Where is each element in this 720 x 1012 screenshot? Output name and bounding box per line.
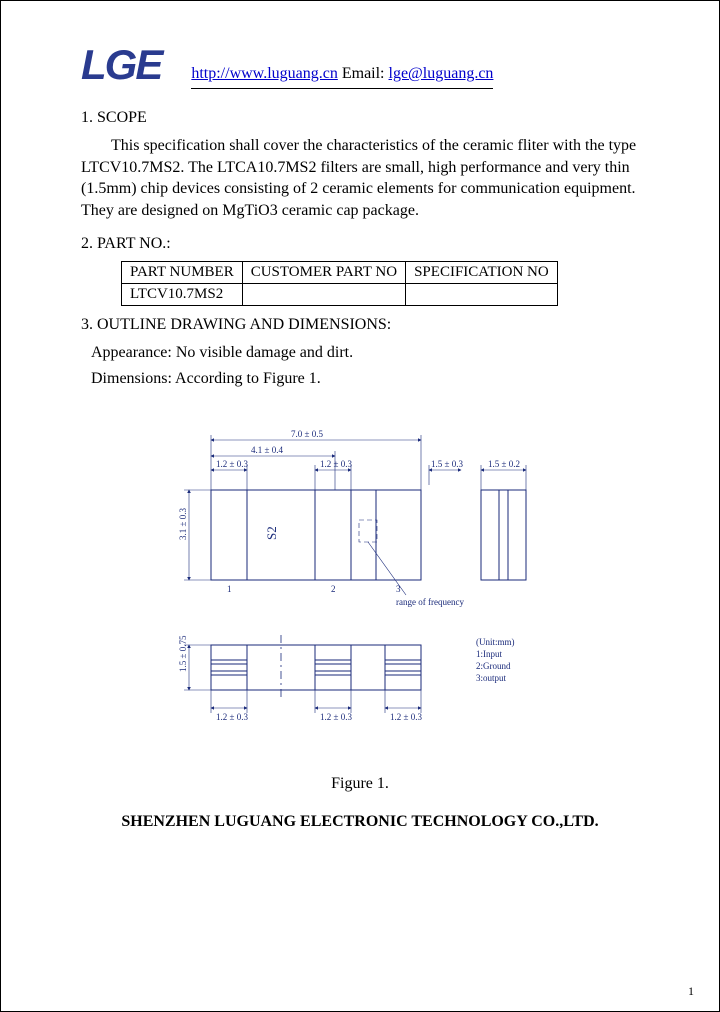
figure-caption: Figure 1. <box>61 775 659 793</box>
section-1-heading: 1. SCOPE <box>81 109 659 127</box>
footer-company: SHENZHEN LUGUANG ELECTRONIC TECHNOLOGY C… <box>61 813 659 831</box>
pin-2: 2 <box>331 584 336 594</box>
page-number: 1 <box>688 984 694 999</box>
col-part-number: PART NUMBER <box>122 262 243 284</box>
section-2-heading: 2. PART NO.: <box>81 235 659 253</box>
figure-svg: S2 1 2 3 7.0 ± 0.5 4.1 ± 0.4 1.2 ± 0.3 1… <box>141 420 601 750</box>
cell-part-number: LTCV10.7MS2 <box>122 284 243 306</box>
appearance-line: Appearance: No visible damage and dirt. <box>91 342 659 364</box>
dim-overall-w: 7.0 ± 0.5 <box>291 429 323 439</box>
dimensions-line: Dimensions: According to Figure 1. <box>91 368 659 390</box>
pin-1: 1 <box>227 584 232 594</box>
pin-3: 3 <box>396 584 401 594</box>
page: LGE http://www.luguang.cn Email: lge@lug… <box>0 0 720 1012</box>
section-1-body: This specification shall cover the chara… <box>81 135 659 221</box>
legend-unit: (Unit:mm) <box>476 637 515 647</box>
dim-bpad3: 1.2 ± 0.3 <box>390 712 422 722</box>
legend-pin3: 3:output <box>476 673 507 683</box>
annotation-freq: range of frequency <box>396 597 464 607</box>
dim-bpad2: 1.2 ± 0.3 <box>320 712 352 722</box>
table-header-row: PART NUMBER CUSTOMER PART NO SPECIFICATI… <box>122 262 558 284</box>
col-spec-no: SPECIFICATION NO <box>406 262 558 284</box>
dim-pad1: 1.2 ± 0.3 <box>216 459 248 469</box>
outline-drawing: S2 1 2 3 7.0 ± 0.5 4.1 ± 0.4 1.2 ± 0.3 1… <box>141 420 659 755</box>
dim-height: 3.1 ± 0.3 <box>178 507 188 539</box>
header: LGE http://www.luguang.cn Email: lge@lug… <box>81 41 659 89</box>
logo: LGE <box>81 41 161 89</box>
section-3-heading: 3. OUTLINE DRAWING AND DIMENSIONS: <box>81 316 659 334</box>
email-link[interactable]: lge@luguang.cn <box>389 65 494 82</box>
legend-pin1: 1:Input <box>476 649 502 659</box>
dim-pad2: 1.2 ± 0.3 <box>320 459 352 469</box>
legend-pin2: 2:Ground <box>476 661 511 671</box>
header-links: http://www.luguang.cn Email: lge@luguang… <box>191 65 493 89</box>
cell-customer-part <box>242 284 405 306</box>
marking-text: S2 <box>264 526 279 540</box>
table-row: LTCV10.7MS2 <box>122 284 558 306</box>
email-prefix: Email: <box>338 65 389 82</box>
dim-thickness: 1.5 ± 0.2 <box>488 459 520 469</box>
website-link[interactable]: http://www.luguang.cn <box>191 65 338 82</box>
dim-pad3: 1.5 ± 0.3 <box>431 459 463 469</box>
part-number-table: PART NUMBER CUSTOMER PART NO SPECIFICATI… <box>121 261 558 306</box>
cell-spec-no <box>406 284 558 306</box>
dim-bpad1: 1.2 ± 0.3 <box>216 712 248 722</box>
dim-left-group: 4.1 ± 0.4 <box>251 445 283 455</box>
col-customer-part: CUSTOMER PART NO <box>242 262 405 284</box>
dim-bottom-h: 1.5 ± 0.75 <box>178 635 188 672</box>
